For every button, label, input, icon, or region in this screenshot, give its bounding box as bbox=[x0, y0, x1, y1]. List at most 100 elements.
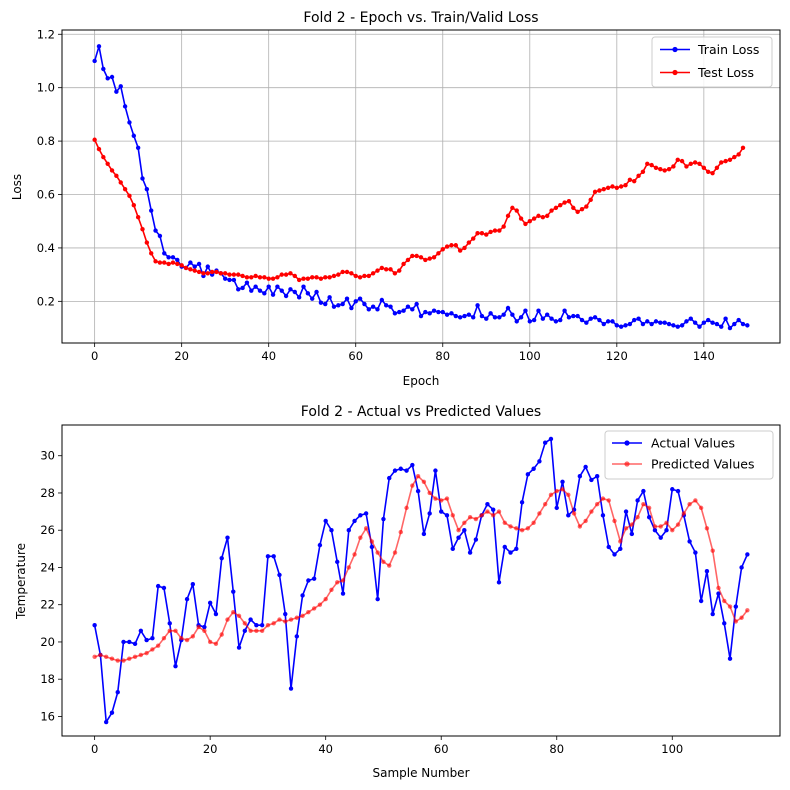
series-train-loss-point bbox=[553, 319, 559, 324]
series-test-loss-point bbox=[610, 184, 615, 189]
series-train-loss-point bbox=[505, 305, 511, 311]
series-actual-values-point bbox=[687, 539, 692, 544]
series-train-loss-point bbox=[649, 321, 654, 327]
series-actual-values-point bbox=[300, 593, 305, 598]
series-test-loss-point bbox=[383, 267, 389, 272]
series-train-loss-point bbox=[170, 255, 176, 260]
series-test-loss-point bbox=[675, 157, 680, 162]
series-test-loss-point bbox=[723, 158, 728, 164]
series-actual-values-point bbox=[733, 604, 739, 609]
legend-actual-values-label: Actual Values bbox=[651, 436, 735, 451]
series-test-loss-point bbox=[192, 268, 197, 273]
series-test-loss-point bbox=[375, 268, 380, 273]
series-train-loss-point bbox=[501, 312, 506, 317]
series-test-loss-point bbox=[179, 263, 184, 268]
series-train-loss-point bbox=[684, 319, 689, 324]
series-predicted-values-point bbox=[340, 578, 346, 583]
series-actual-values-point bbox=[404, 468, 409, 473]
series-predicted-values-point bbox=[496, 509, 502, 514]
series-actual-values-point bbox=[248, 617, 253, 622]
series-predicted-values-point bbox=[571, 511, 577, 516]
series-train-loss-point bbox=[706, 317, 711, 323]
series-test-loss-point bbox=[149, 251, 154, 256]
series-test-loss-point bbox=[492, 228, 498, 233]
series-train-loss-point bbox=[323, 301, 328, 307]
series-predicted-values-point bbox=[473, 516, 479, 522]
series-predicted-values-point bbox=[485, 509, 490, 514]
series-predicted-values-point bbox=[225, 617, 230, 622]
series-test-loss-point bbox=[597, 188, 602, 193]
series-predicted-values-point bbox=[612, 518, 617, 524]
series-predicted-values-point bbox=[606, 498, 611, 503]
series-test-loss-point bbox=[640, 169, 646, 175]
series-predicted-values-point bbox=[646, 505, 652, 511]
series-predicted-values-point bbox=[254, 628, 259, 633]
series-train-loss-point bbox=[188, 260, 193, 265]
series-test-loss-point bbox=[692, 160, 698, 165]
series-train-loss-point bbox=[732, 321, 737, 327]
series-predicted-values-point bbox=[566, 492, 571, 498]
series-train-loss-point bbox=[653, 319, 659, 324]
series-test-loss-point bbox=[440, 247, 445, 252]
legend-train-loss-label: Train Loss bbox=[697, 42, 759, 57]
series-test-loss-point bbox=[392, 271, 398, 276]
series-predicted-values-point bbox=[311, 606, 317, 611]
series-actual-values-point bbox=[473, 537, 479, 542]
series-actual-values-point bbox=[658, 535, 663, 540]
series-actual-values-point bbox=[375, 596, 380, 602]
loss-chart-grid bbox=[62, 30, 780, 343]
series-test-loss-point bbox=[645, 161, 650, 166]
loss-y-tick-label: 0.2 bbox=[37, 294, 55, 308]
series-actual-values-point bbox=[202, 624, 207, 630]
series-predicted-values-point bbox=[236, 613, 242, 619]
series-predicted-values-point bbox=[427, 490, 432, 496]
series-train-loss-point bbox=[375, 307, 380, 312]
series-train-loss-point bbox=[275, 284, 280, 289]
series-train-loss-point bbox=[96, 44, 102, 49]
series-actual-values-point bbox=[519, 500, 525, 505]
series-actual-values-point bbox=[739, 565, 744, 570]
series-actual-values-point bbox=[265, 554, 271, 559]
series-train-loss-point bbox=[440, 309, 445, 315]
series-test-loss-point bbox=[714, 165, 720, 171]
series-train-loss-point bbox=[340, 301, 345, 307]
series-test-loss-point bbox=[301, 276, 306, 281]
series-train-loss-point bbox=[318, 300, 324, 305]
series-actual-values-point bbox=[132, 641, 138, 647]
series-actual-values-point bbox=[664, 528, 669, 533]
series-test-loss-point bbox=[531, 216, 537, 221]
prediction-chart-title: Fold 2 - Actual vs Predicted Values bbox=[301, 404, 541, 420]
series-predicted-values-point bbox=[387, 563, 392, 568]
series-train-loss-point bbox=[636, 316, 641, 321]
legend-predicted-values-label: Predicted Values bbox=[651, 457, 755, 472]
series-test-loss-point bbox=[736, 152, 741, 157]
series-train-loss-point bbox=[253, 284, 258, 289]
series-actual-values-point bbox=[352, 518, 357, 524]
series-predicted-values-point bbox=[306, 609, 311, 615]
series-train-loss-point bbox=[723, 316, 728, 321]
series-actual-values-point bbox=[456, 535, 461, 540]
series-train-loss-point bbox=[518, 315, 524, 320]
series-train-loss-point bbox=[153, 228, 158, 233]
series-actual-values-point bbox=[548, 436, 554, 442]
series-predicted-values-point bbox=[202, 628, 207, 633]
loss-chart-y-axis-label: Loss bbox=[10, 174, 24, 200]
series-test-loss-point bbox=[449, 243, 454, 248]
series-test-loss-point bbox=[118, 180, 123, 185]
series-train-loss-point bbox=[610, 319, 615, 324]
series-train-loss-point bbox=[736, 317, 741, 323]
series-test-loss-point bbox=[418, 255, 424, 260]
series-predicted-values-point bbox=[248, 628, 253, 633]
series-test-loss-point bbox=[727, 157, 733, 162]
series-test-loss-point bbox=[379, 265, 385, 271]
series-predicted-values-point bbox=[144, 650, 149, 656]
series-test-loss-point bbox=[549, 208, 554, 213]
series-train-loss-point bbox=[566, 315, 572, 320]
series-test-loss-point bbox=[501, 224, 506, 229]
series-predicted-values-point bbox=[346, 565, 351, 570]
series-predicted-values-point bbox=[450, 513, 455, 518]
series-test-loss-point bbox=[575, 209, 580, 215]
series-predicted-values-point bbox=[179, 636, 184, 641]
series-train-loss-point bbox=[423, 309, 428, 315]
series-predicted-values-point bbox=[479, 513, 484, 518]
